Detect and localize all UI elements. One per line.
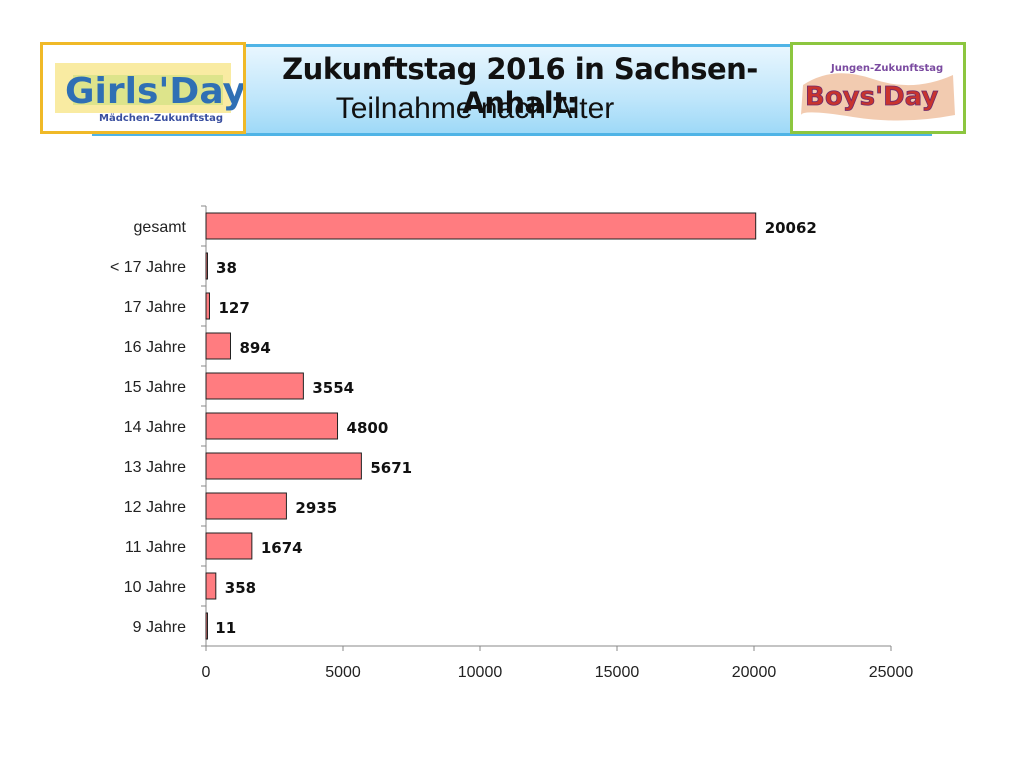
- data-label: 894: [239, 339, 270, 357]
- category-label: 12 Jahre: [124, 499, 186, 516]
- data-label: 20062: [765, 219, 817, 237]
- bar: [205, 252, 208, 280]
- girls-day-logo-text: Girls'Day: [65, 71, 243, 112]
- girls-day-logo: Girls'Day Mädchen-Zukunftstag: [40, 42, 246, 134]
- bar: [205, 452, 362, 480]
- bar: [205, 412, 339, 440]
- x-tick-label: 25000: [869, 664, 914, 681]
- boys-day-logo-subtext: Jungen-Zukunftstag: [830, 63, 943, 74]
- category-label: 14 Jahre: [124, 419, 186, 436]
- category-label: 9 Jahre: [133, 619, 186, 636]
- data-label: 1674: [261, 539, 303, 557]
- bar: [205, 372, 304, 400]
- data-label: 358: [225, 579, 256, 597]
- data-label: 2935: [295, 499, 337, 517]
- x-tick-label: 20000: [732, 664, 777, 681]
- category-label: 15 Jahre: [124, 379, 186, 396]
- boys-day-logo-text: Boys'Day: [805, 82, 938, 112]
- category-label: < 17 Jahre: [110, 259, 186, 276]
- data-label: 38: [216, 259, 237, 277]
- bar: [205, 212, 757, 240]
- category-label: 13 Jahre: [124, 459, 186, 476]
- girls-day-logo-subtext: Mädchen-Zukunftstag: [99, 113, 223, 124]
- page-subtitle: Teilnahme nach Alter: [335, 92, 615, 125]
- page-title: Zukunftstag 2016 in Sachsen-Anhalt:: [282, 52, 758, 120]
- data-label: 3554: [312, 379, 354, 397]
- data-label: 127: [218, 299, 249, 317]
- bar: [205, 612, 208, 640]
- bar: [205, 292, 210, 320]
- x-tick-label: 0: [202, 664, 211, 681]
- category-label: 11 Jahre: [125, 539, 186, 556]
- bar: [205, 492, 287, 520]
- x-tick-label: 10000: [458, 664, 503, 681]
- data-label: 4800: [347, 419, 389, 437]
- category-label: 16 Jahre: [124, 339, 186, 356]
- bar: [205, 332, 231, 360]
- boys-day-logo: Jungen-Zukunftstag Boys'Day: [790, 42, 966, 134]
- category-label: 17 Jahre: [124, 299, 186, 316]
- category-label: 10 Jahre: [124, 579, 186, 596]
- bar: [205, 532, 253, 560]
- x-tick-label: 5000: [325, 664, 361, 681]
- bar: [205, 572, 217, 600]
- category-label: gesamt: [134, 219, 187, 236]
- data-label: 5671: [370, 459, 412, 477]
- x-tick-label: 15000: [595, 664, 640, 681]
- data-label: 11: [215, 619, 236, 637]
